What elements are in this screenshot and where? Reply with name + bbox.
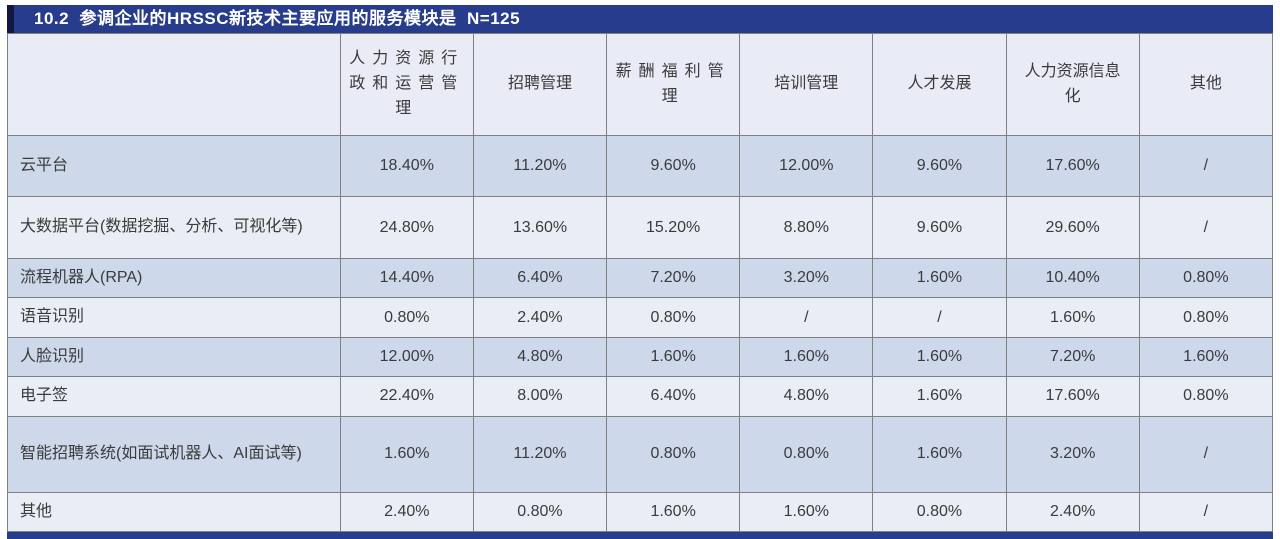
value-cell: 8.00% — [472, 376, 608, 417]
table-header-row: 人力资源行政和运营管理 招聘管理 薪酬福利管理 培训管理 人才发展 人力资源信息化 其他 — [7, 33, 1274, 136]
value-cell: 15.20% — [606, 196, 741, 259]
value-cell: 7.20% — [1005, 336, 1140, 378]
value-cell: 13.60% — [472, 196, 608, 259]
value-cell: 10.40% — [1005, 257, 1140, 299]
table-row: 流程机器人(RPA) 14.40% 6.40% 7.20% 3.20% 1.60% 10.4… — [7, 257, 1274, 299]
value-cell: 8.80% — [739, 196, 874, 259]
value-cell: / — [1138, 196, 1274, 259]
value-cell: 0.80% — [339, 297, 474, 338]
column-header-cell: 人才发展 — [872, 33, 1007, 136]
value-cell: 17.60% — [1005, 135, 1140, 197]
value-cell: / — [739, 297, 874, 338]
column-header-cell: 培训管理 — [739, 33, 874, 136]
value-cell: 0.80% — [739, 415, 874, 493]
value-cell: / — [1138, 135, 1274, 197]
value-cell: 1.60% — [1138, 336, 1274, 378]
row-label: 电子签 — [7, 376, 341, 417]
table-header: 人力资源行政和运营管理 招聘管理 薪酬福利管理 培训管理 人才发展 人力资源信息化 其他 — [7, 33, 1274, 136]
row-label: 智能招聘系统(如面试机器人、AI面试等) — [7, 415, 341, 493]
value-cell: 1.60% — [872, 336, 1007, 378]
value-cell: 2.40% — [339, 491, 474, 532]
value-cell: 1.60% — [606, 336, 741, 378]
value-cell: 0.80% — [1138, 376, 1274, 417]
value-cell: 22.40% — [339, 376, 474, 417]
section-title-bar: 10.2 参调企业的HRSSC新技术主要应用的服务模块是 N=125 — [7, 5, 1273, 33]
row-label: 流程机器人(RPA) — [7, 257, 341, 299]
value-cell: 12.00% — [339, 336, 474, 378]
value-cell: 3.20% — [1005, 415, 1140, 493]
value-cell: / — [1138, 491, 1274, 532]
value-cell: / — [872, 297, 1007, 338]
column-header-cell: 薪酬福利管理 — [606, 33, 741, 136]
value-cell: / — [1138, 415, 1274, 493]
value-cell: 24.80% — [339, 196, 474, 259]
table-body: 云平台 18.40% 11.20% 9.60% 12.00% 9.60% 17.60% / 大数… — [7, 135, 1274, 532]
table-row: 语音识别 0.80% 2.40% 0.80% //1.60% 0.80% — [7, 297, 1274, 338]
column-header-cell: 招聘管理 — [472, 33, 608, 136]
value-cell: 0.80% — [472, 491, 608, 532]
value-cell: 7.20% — [606, 257, 741, 299]
value-cell: 17.60% — [1005, 376, 1140, 417]
value-cell: 1.60% — [872, 257, 1007, 299]
value-cell: 0.80% — [606, 415, 741, 493]
value-cell: 4.80% — [472, 336, 608, 378]
column-header-cell: 人力资源信息化 — [1005, 33, 1140, 136]
value-cell: 12.00% — [739, 135, 874, 197]
row-label: 语音识别 — [7, 297, 341, 338]
value-cell: 11.20% — [472, 415, 608, 493]
value-cell: 9.60% — [872, 135, 1007, 197]
value-cell: 1.60% — [872, 376, 1007, 417]
value-cell: 3.20% — [739, 257, 874, 299]
table-row: 人脸识别 12.00% 4.80% 1.60% 1.60% 1.60% 7.20% 1.60% — [7, 336, 1274, 378]
value-cell: 6.40% — [606, 376, 741, 417]
value-cell: 1.60% — [872, 415, 1007, 493]
value-cell: 18.40% — [339, 135, 474, 197]
value-cell: 6.40% — [472, 257, 608, 299]
column-header-cell: 人力资源行政和运营管理 — [339, 33, 474, 136]
value-cell: 2.40% — [472, 297, 608, 338]
value-cell: 2.40% — [1005, 491, 1140, 532]
table-row: 其他 2.40% 0.80% 1.60% 1.60% 0.80% 2.40% / — [7, 491, 1274, 532]
row-label: 其他 — [7, 491, 341, 532]
value-cell: 1.60% — [339, 415, 474, 493]
table-row: 电子签 22.40% 8.00% 6.40% 4.80% 1.60% 17.60% 0.80% — [7, 376, 1274, 417]
row-label: 人脸识别 — [7, 336, 341, 378]
table-row: 云平台 18.40% 11.20% 9.60% 12.00% 9.60% 17.60% / — [7, 135, 1274, 197]
value-cell: 0.80% — [1138, 297, 1274, 338]
report-slide: 10.2 参调企业的HRSSC新技术主要应用的服务模块是 N=125 人力资源行… — [7, 5, 1274, 539]
value-cell: 0.80% — [1138, 257, 1274, 299]
value-cell: 1.60% — [739, 336, 874, 378]
value-cell: 1.60% — [739, 491, 874, 532]
value-cell: 9.60% — [606, 135, 741, 197]
row-label: 云平台 — [7, 135, 341, 197]
value-cell: 29.60% — [1005, 196, 1140, 259]
value-cell: 1.60% — [1005, 297, 1140, 338]
value-cell: 11.20% — [472, 135, 608, 197]
survey-results-table: 人力资源行政和运营管理 招聘管理 薪酬福利管理 培训管理 人才发展 人力资源信息化 其他 云… — [7, 33, 1274, 532]
bottom-accent-bar — [7, 531, 1273, 539]
corner-header-cell — [7, 33, 341, 136]
table-row: 大数据平台(数据挖掘、分析、可视化等) 24.80% 13.60% 15.20% 8.8… — [7, 196, 1274, 259]
value-cell: 0.80% — [606, 297, 741, 338]
value-cell: 1.60% — [606, 491, 741, 532]
value-cell: 14.40% — [339, 257, 474, 299]
value-cell: 9.60% — [872, 196, 1007, 259]
value-cell: 0.80% — [872, 491, 1007, 532]
table-row: 智能招聘系统(如面试机器人、AI面试等) 1.60% 11.20% 0.80% 0.80… — [7, 415, 1274, 493]
value-cell: 4.80% — [739, 376, 874, 417]
column-header-cell: 其他 — [1138, 33, 1274, 136]
row-label: 大数据平台(数据挖掘、分析、可视化等) — [7, 196, 341, 259]
